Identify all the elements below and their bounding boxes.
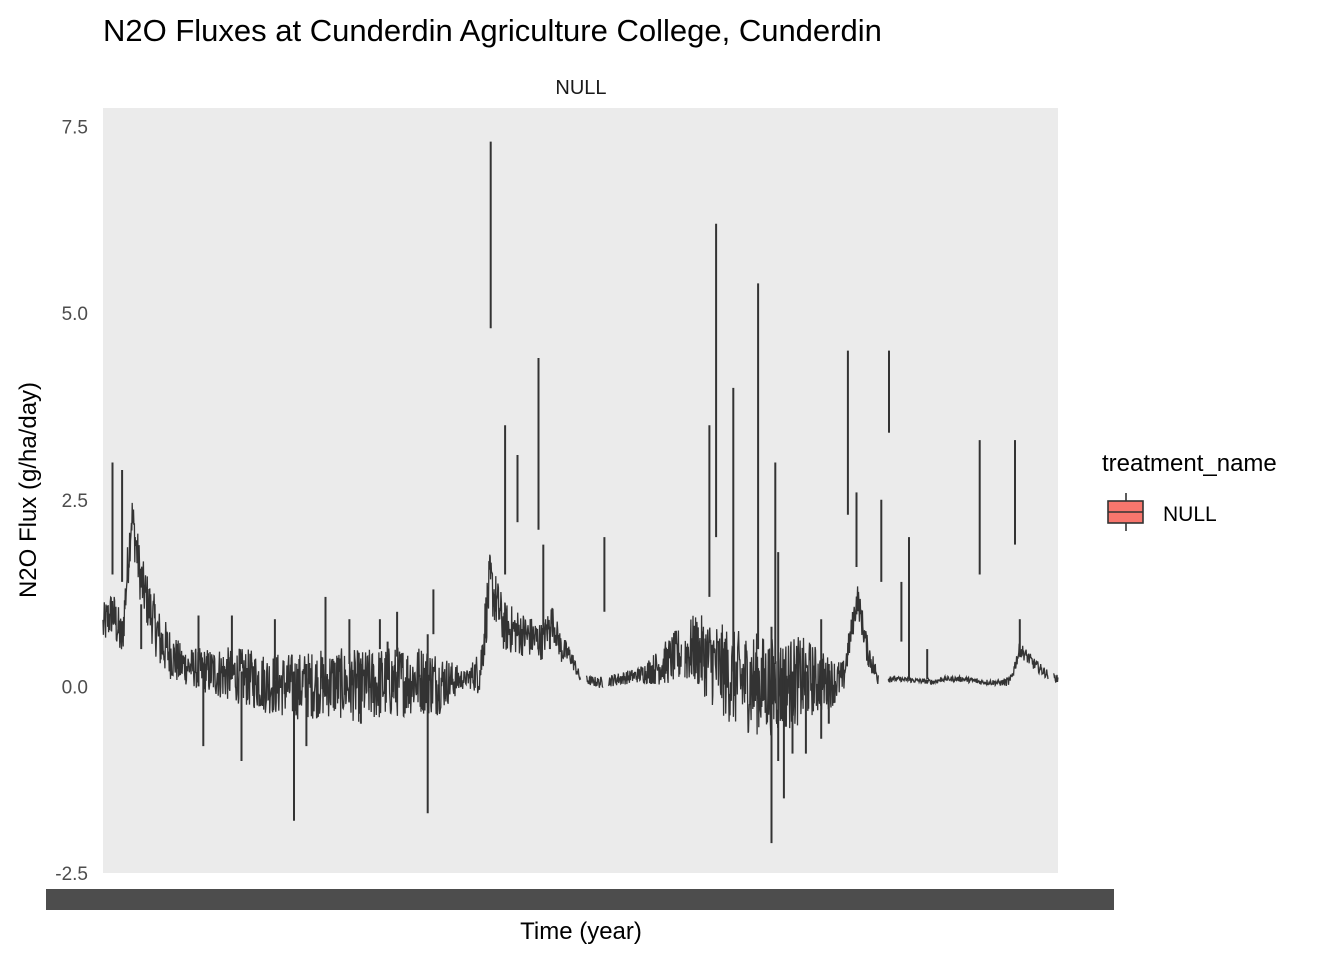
facet-strip-label: NULL (555, 77, 606, 99)
y-tick-label: -2.5 (55, 864, 88, 885)
legend: treatment_name NULL (1102, 450, 1277, 531)
x-tick-label-overlap-band (46, 889, 1114, 910)
x-axis-title: Time (year) (520, 918, 642, 945)
x-axis-tick-labels (46, 889, 1114, 910)
y-tick-label: 7.5 (62, 118, 88, 139)
y-axis: -2.5 0.0 2.5 5.0 7.5 (55, 118, 88, 885)
legend-entry-label: NULL (1163, 503, 1217, 526)
plot-panel (103, 108, 1058, 873)
y-tick-label: 5.0 (62, 304, 88, 325)
y-tick-label: 0.0 (62, 677, 88, 698)
flux-trace (102, 502, 1059, 736)
chart-title: N2O Fluxes at Cunderdin Agriculture Coll… (103, 13, 882, 48)
flux-series-line (102, 141, 1059, 844)
y-tick-label: 2.5 (62, 491, 88, 512)
y-axis-title: N2O Flux (g/ha/day) (15, 382, 42, 598)
legend-title: treatment_name (1102, 450, 1277, 477)
legend-key-boxplot (1107, 493, 1144, 531)
